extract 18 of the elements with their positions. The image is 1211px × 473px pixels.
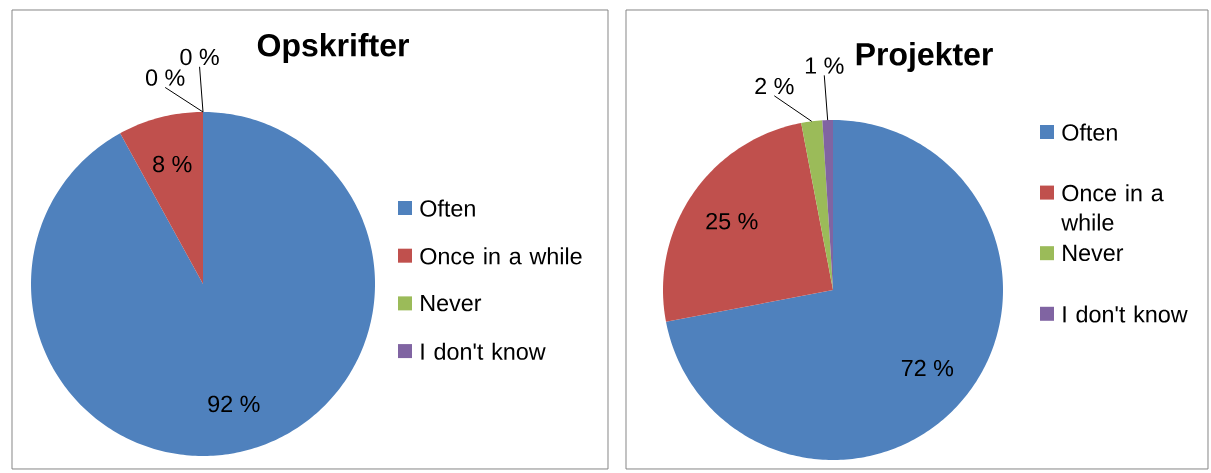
- legend-label: Never: [1063, 244, 1124, 262]
- chart-title: Opskrifter: [257, 33, 409, 63]
- text: 0 %: [180, 48, 219, 66]
- legend-label: Often: [420, 199, 475, 217]
- data-label: 1 %: [805, 57, 844, 74]
- data-label: 25 %: [706, 212, 758, 230]
- legend-label: Often: [1062, 123, 1117, 141]
- legend-label: Never: [421, 295, 482, 312]
- data-label: 2 %: [755, 77, 794, 95]
- legend-label: Once in a while: [420, 247, 582, 265]
- data-label: 92 %: [208, 395, 260, 413]
- chart-title: Projekter: [856, 42, 993, 72]
- text: 0 %: [145, 69, 185, 86]
- legend-label: I don't know: [421, 342, 546, 360]
- data-label: 72 %: [901, 359, 954, 377]
- data-label: 8 %: [153, 155, 192, 173]
- legend-label: Once in a while: [1061, 184, 1164, 231]
- legend-label: I don't know: [1063, 305, 1188, 323]
